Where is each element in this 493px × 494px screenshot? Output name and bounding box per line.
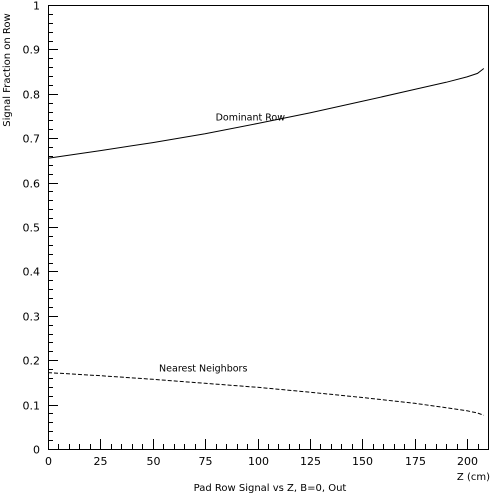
y-tick-label: 0 [33,444,40,457]
y-tick-label: 0.3 [23,311,41,324]
x-tick-label: 125 [300,455,321,468]
y-tick-label: 0.4 [23,266,41,279]
x-axis-unit-label: Z (cm) [457,472,490,483]
series-line-nearest-neighbors [47,372,484,416]
y-tick-label: 0.2 [23,355,41,368]
x-tick-label: 175 [405,455,426,468]
x-tick-label: 100 [248,455,269,468]
y-tick-label: 0.7 [23,133,41,146]
x-tick-label: 50 [147,455,161,468]
y-tick-label: 0.5 [23,222,41,235]
y-axis-title: Signal Fraction on Row [2,13,13,126]
x-axis-title: Pad Row Signal vs Z, B=0, Out [194,483,347,494]
labels-layer: 0 0.1 0.2 0.3 0.4 0.5 0.6 0.7 0.8 0.9 1 0 25 50 75 100 1… [23,0,479,468]
x-tick-label: 75 [199,455,213,468]
x-tick-label: 150 [352,455,373,468]
y-tick-label: 0.8 [23,89,41,102]
ticks-layer [48,5,489,450]
y-tick-label: 0.1 [23,400,41,413]
series-line-dominant-row [47,68,485,159]
x-tick-label: 0 [45,455,52,468]
plot-frame [48,5,489,450]
x-tick-label: 25 [94,455,108,468]
y-tick-label: 0.6 [23,178,41,191]
x-tick-label: 200 [457,455,478,468]
annotation-dominant-row: Dominant Row [216,112,286,123]
annotation-nearest-neighbors: Nearest Neighbors [159,363,247,374]
y-tick-label: 0.9 [23,44,41,57]
y-tick-label: 1 [33,0,40,13]
series-layer [47,68,485,416]
